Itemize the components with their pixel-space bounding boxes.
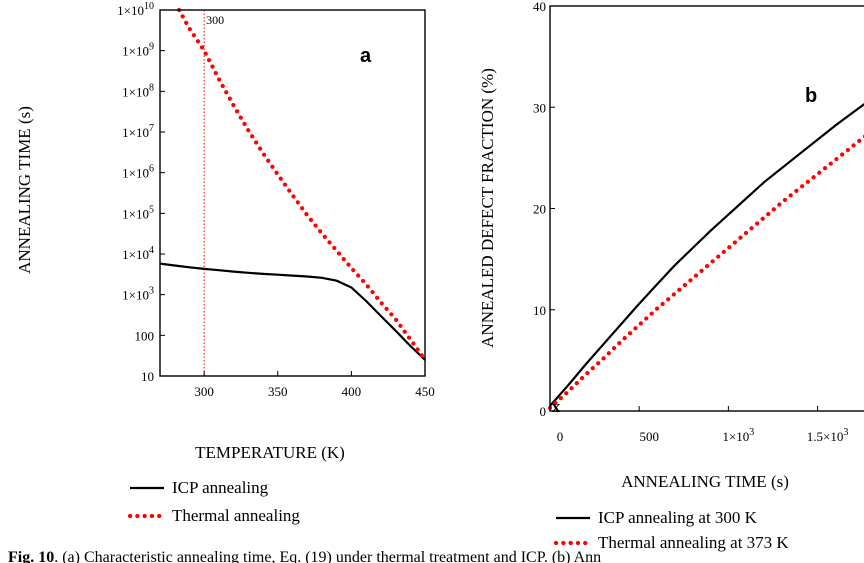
panel-a-x-tick-label: 350 xyxy=(268,384,288,399)
panel-a-y-tick-label-exp: 9 xyxy=(149,42,154,53)
panel-b-y-tick-label: 0 xyxy=(540,404,547,419)
panel-a-y-axis-title: ANNEALING TIME (s) xyxy=(15,106,34,274)
panel-b-x-tick-label: 1×103 xyxy=(722,427,754,444)
panel-a-y-tick-label-base: 1×10 xyxy=(122,206,149,221)
caption-text: . (a) Characteristic annealing time, Eq.… xyxy=(54,549,601,563)
panel-b-x-tick-label: 500 xyxy=(639,429,659,444)
panel-a-y-tick-label: 1×108 xyxy=(122,82,154,99)
panel-b-y-tick-label: 30 xyxy=(533,100,546,115)
panel-a-y-tick-label-base: 1×10 xyxy=(122,247,149,262)
panel-a-x-tick-label-base: 450 xyxy=(415,384,435,399)
panel-b-x-tick-label-exp: 3 xyxy=(843,427,848,438)
panel-a-y-tick-label: 100 xyxy=(135,328,155,343)
panel-a-y-tick-label: 1×103 xyxy=(122,286,154,303)
panel-a-y-axis-title-group: ANNEALING TIME (s) xyxy=(15,106,34,274)
panel-b-y-tick-label-base: 10 xyxy=(533,303,546,318)
panel-a-x-tick-label-base: 300 xyxy=(194,384,214,399)
panel-a-y-tick-label-base: 1×10 xyxy=(122,125,149,140)
panel-a-series-thermal-line xyxy=(177,7,428,362)
panel-a-y-tick-label: 1×1010 xyxy=(117,1,154,18)
figure-caption: Fig. 10. (a) Characteristic annealing ti… xyxy=(8,549,601,563)
panel-a-y-tick-label: 1×106 xyxy=(122,164,154,181)
panel-a-vline-label: 300 xyxy=(206,13,224,27)
panel-b-letter: b xyxy=(805,85,817,107)
panel-a-legend-label: ICP annealing xyxy=(172,478,269,497)
panel-b-legend: ICP annealing at 300 K Thermal annealing … xyxy=(553,508,789,552)
panel-a-y-tick-label-exp: 5 xyxy=(149,204,154,215)
panel-b-y-tick-label-base: 0 xyxy=(540,404,547,419)
panel-a-y-tick-label: 1×104 xyxy=(122,245,154,262)
panel-b-legend-label: Thermal annealing at 373 K xyxy=(598,533,789,552)
panel-b-x-tick-label: 1.5×103 xyxy=(807,427,849,444)
panel-a-y-tick-label: 1×107 xyxy=(122,123,154,140)
panel-b-y-axis-title: ANNEALED DEFECT FRACTION (%) xyxy=(478,68,497,348)
panel-a-y-tick-label-base: 1×10 xyxy=(122,288,149,303)
panel-b-x-tick-label-base: 1.5×10 xyxy=(807,429,844,444)
panel-b-legend-label: ICP annealing at 300 K xyxy=(598,508,758,527)
panel-b-x-tick-label-exp: 3 xyxy=(749,427,754,438)
panel-b-series-icp-line xyxy=(549,102,864,407)
panel-a-y-tick-label-base: 1×10 xyxy=(122,84,149,99)
panel-b-y-tick-label: 40 xyxy=(533,0,546,14)
panel-b-y-tick-label: 10 xyxy=(533,303,546,318)
panel-b-series xyxy=(547,102,864,411)
panel-b-y-tick-label-base: 20 xyxy=(533,202,546,217)
panel-a-y-tick-label: 10 xyxy=(141,369,154,384)
panel-b-x-tick-label-base: 0 xyxy=(557,429,564,444)
panel-a-x-tick-label: 300 xyxy=(194,384,214,399)
panel-a-ticks: 101001×1031×1041×1051×1061×1071×1081×109… xyxy=(117,1,435,399)
panel-a-y-tick-label-base: 10 xyxy=(141,369,154,384)
panel-b-y-tick-label-base: 40 xyxy=(533,0,546,14)
panel-a-letter: a xyxy=(360,45,372,67)
panel-a-legend: ICP annealing Thermal annealing xyxy=(127,478,300,525)
panel-a-y-tick-label-exp: 3 xyxy=(149,286,154,297)
panel-a-plot-frame xyxy=(159,9,426,377)
panel-b-plot-frame xyxy=(549,5,864,412)
panel-b-y-tick-label-base: 30 xyxy=(533,100,546,115)
panel-a-y-tick-label-exp: 7 xyxy=(149,123,154,134)
panel-a-y-tick-label-exp: 6 xyxy=(149,164,154,175)
panel-a-series-icp-line xyxy=(159,262,426,361)
panel-b-markers: xx xyxy=(552,397,561,416)
panel-a-x-tick-label-base: 400 xyxy=(342,384,362,399)
panel-b-x-axis-title: ANNEALING TIME (s) xyxy=(621,472,789,491)
panel-b-x-tick-label-base: 1×10 xyxy=(722,429,749,444)
panel-a-y-tick-label-base: 1×10 xyxy=(122,44,149,59)
panel-a-y-tick-label: 1×109 xyxy=(122,42,154,59)
panel-a-x-axis-title: TEMPERATURE (K) xyxy=(195,443,345,462)
panel-a-x-tick-label: 400 xyxy=(342,384,362,399)
panel-a-y-tick-label-exp: 10 xyxy=(144,1,154,12)
panel-a-y-tick-label-base: 1×10 xyxy=(117,3,144,18)
panel-a-x-tick-label-base: 350 xyxy=(268,384,288,399)
panel-a-y-tick-label-base: 100 xyxy=(135,328,155,343)
panel-a-vline-group: 300 xyxy=(203,10,224,376)
panel-a-y-tick-label: 1×105 xyxy=(122,204,154,221)
panel-a-legend-label: Thermal annealing xyxy=(172,506,300,525)
panel-b: ANNEALED DEFECT FRACTION (%) 0 10 20 30 40 0 5… xyxy=(478,0,864,552)
panel-a-y-tick-label-exp: 4 xyxy=(149,245,154,256)
caption-label: Fig. 10 xyxy=(8,549,54,563)
panel-b-y-tick-label: 20 xyxy=(533,202,546,217)
panel-b-x-tick-label: 0 xyxy=(557,429,564,444)
panel-a-y-tick-label-exp: 8 xyxy=(149,82,154,93)
panel-a-x-tick-label: 450 xyxy=(415,384,435,399)
panel-a-y-tick-label-base: 1×10 xyxy=(122,166,149,181)
panel-a-series xyxy=(159,7,428,362)
panel-b-marker-x: x xyxy=(552,397,561,416)
panel-b-x-tick-label-base: 500 xyxy=(639,429,659,444)
panel-b-series-thermal-line xyxy=(547,134,864,411)
panel-a: ANNEALING TIME (s) 300 101001×1031×1041×… xyxy=(15,1,435,525)
panel-b-y-axis-title-group: ANNEALED DEFECT FRACTION (%) xyxy=(478,68,497,348)
